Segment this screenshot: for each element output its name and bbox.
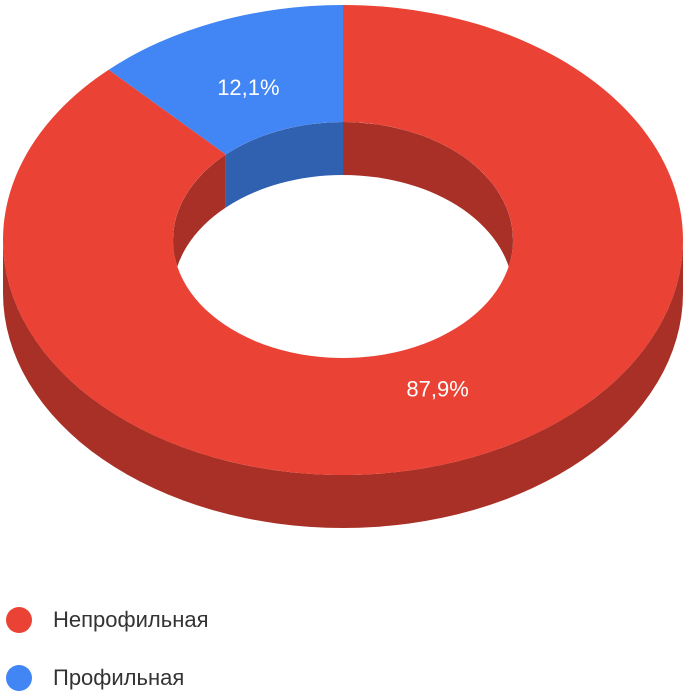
inner-wall <box>173 154 226 293</box>
legend-marker <box>6 665 32 691</box>
legend: Непрофильная Профильная <box>6 607 209 691</box>
value-labels: 87,9% 12,1% <box>217 75 469 401</box>
inner-walls <box>173 122 513 293</box>
side-walls <box>3 240 683 528</box>
legend-marker <box>6 607 32 633</box>
legend-label: Профильная <box>53 665 184 690</box>
inner-wall <box>343 122 513 293</box>
slice <box>108 5 344 155</box>
legend-label: Непрофильная <box>53 607 209 632</box>
value-label: 12,1% <box>217 75 279 100</box>
value-label: 87,9% <box>406 376 468 401</box>
inner-wall <box>225 122 343 208</box>
slice <box>2 5 683 475</box>
slices <box>2 5 683 475</box>
side-wall <box>3 240 683 528</box>
